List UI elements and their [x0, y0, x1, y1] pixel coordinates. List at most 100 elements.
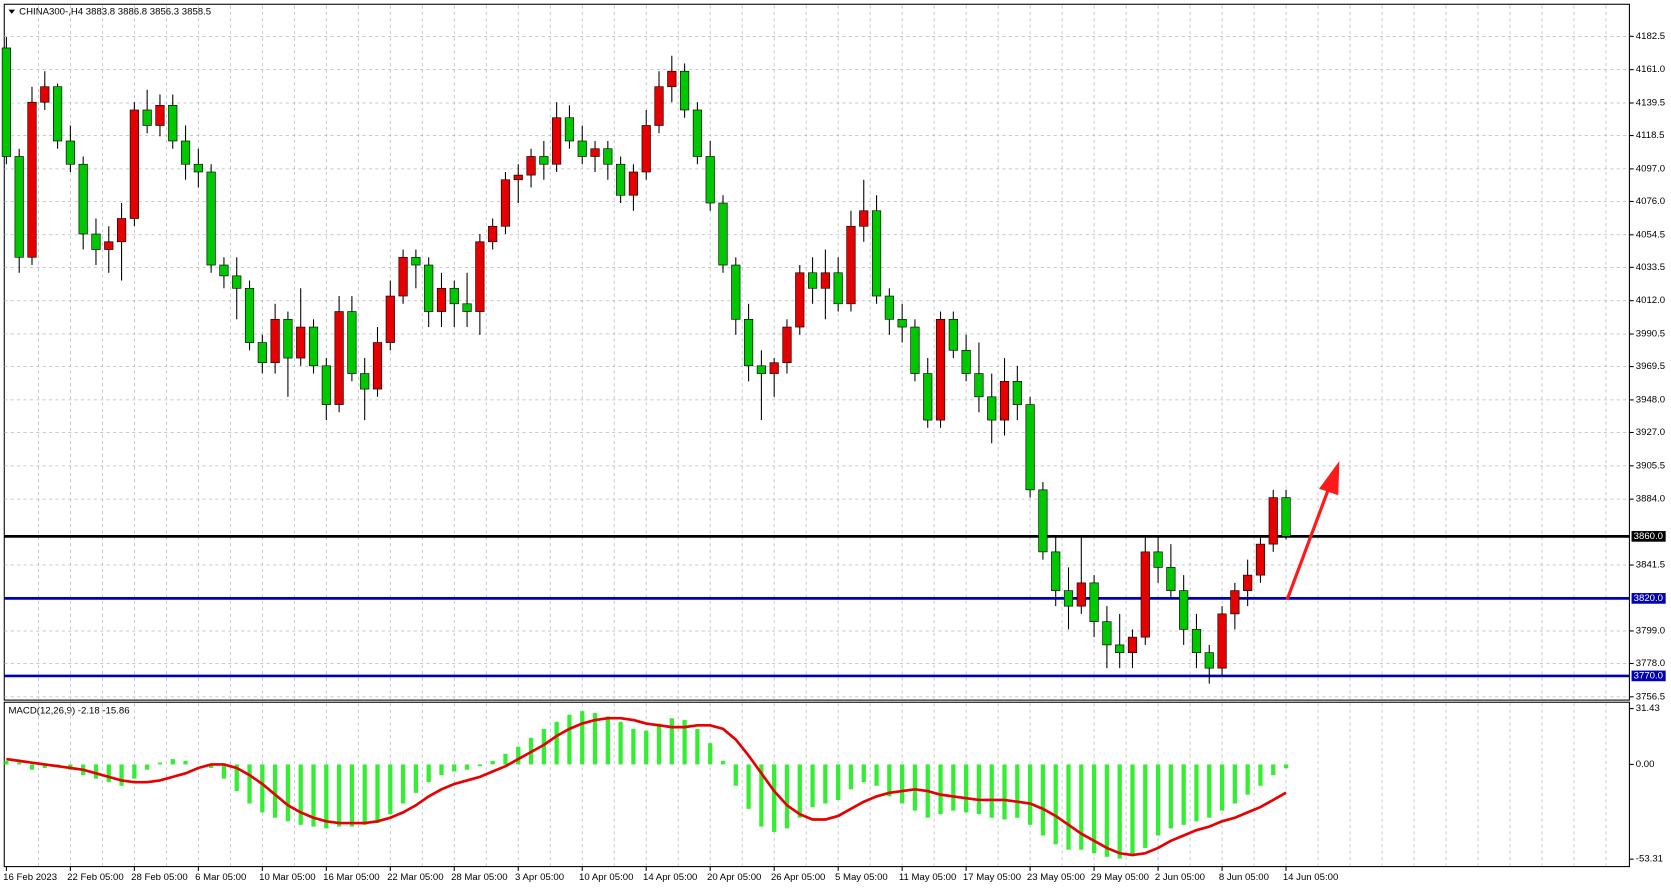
candle-body [756, 365, 766, 374]
candle-body [372, 342, 383, 390]
candle-body [1102, 621, 1112, 646]
candle-body [654, 86, 664, 126]
macd-bar [682, 720, 687, 765]
candle-body [1038, 489, 1048, 553]
candle-body [692, 109, 702, 157]
candle-body [1243, 574, 1253, 591]
x-tick-label: 11 May 05:00 [899, 872, 956, 883]
y-tick-label: 3778.0 [1636, 658, 1665, 669]
candle-body [526, 156, 536, 176]
candle-body [718, 202, 728, 266]
y-tick-label: 4118.5 [1636, 130, 1665, 141]
macd-bar [209, 764, 214, 768]
candle-body [1089, 582, 1099, 622]
y-tick-label: 4097.0 [1636, 163, 1665, 174]
macd-bar [336, 764, 342, 827]
macd-bar [1219, 764, 1225, 811]
macd-bar [669, 718, 674, 765]
macd-bar [247, 764, 252, 804]
candle-body [1, 47, 11, 157]
candle-body [628, 171, 639, 196]
macd-bar [1283, 764, 1289, 769]
macd-bar [746, 764, 751, 809]
candle-body [1012, 380, 1022, 405]
candle-body [961, 349, 971, 374]
candle-body [974, 373, 984, 398]
macd-panel-frame [3, 701, 1630, 868]
x-tick-label: 29 May 05:00 [1091, 872, 1149, 883]
macd-bar [708, 743, 713, 765]
x-tick-label: 16 Feb 2023 [3, 872, 57, 883]
candle-body [219, 264, 229, 277]
x-tick-label: 23 May 05:00 [1027, 872, 1085, 883]
candle-body [1281, 497, 1291, 537]
x-tick-label: 22 Feb 05:00 [67, 872, 124, 883]
candle-body [987, 396, 997, 421]
macd-bar [285, 764, 291, 822]
candle-body [769, 362, 779, 374]
candle-body [193, 163, 203, 173]
macd-bar [1040, 764, 1046, 836]
candle-body [1076, 582, 1086, 607]
candle-body [78, 163, 88, 235]
macd-bar [452, 764, 457, 772]
x-tick-label: 3 Apr 05:00 [515, 872, 564, 883]
macd-bar [375, 764, 380, 824]
macd-bar [1027, 764, 1033, 825]
candle-body [40, 86, 50, 103]
macd-bar [1194, 764, 1199, 822]
macd-bar [464, 764, 470, 770]
candle-body [744, 318, 754, 367]
macd-bar [388, 764, 393, 815]
macd-bar [1258, 764, 1263, 786]
x-tick-label: 26 Apr 05:00 [771, 872, 825, 883]
y-tick-label: 31.43 [1636, 703, 1660, 714]
macd-bar [4, 760, 9, 765]
y-tick-label: 3969.5 [1636, 361, 1665, 372]
level-label: 3860.0 [1634, 531, 1663, 542]
macd-bar [1066, 764, 1071, 850]
candle-body [360, 373, 370, 390]
macd-bar [298, 764, 303, 825]
price-panel-frame [3, 3, 1630, 701]
x-tick-label: 20 Apr 05:00 [707, 872, 761, 883]
macd-bar [567, 714, 572, 765]
candle-body [1140, 551, 1150, 638]
candle-body [270, 318, 280, 364]
candle-body [935, 318, 946, 421]
macd-bar [861, 764, 866, 783]
candle-body [91, 233, 101, 250]
candle-body [334, 311, 344, 405]
y-tick-label: 4012.0 [1636, 295, 1665, 306]
macd-bar [119, 764, 124, 786]
macd-bar [797, 764, 802, 818]
macd-bar [1117, 764, 1122, 859]
y-tick-label: 4033.5 [1636, 262, 1665, 273]
x-tick-label: 14 Jun 05:00 [1283, 872, 1338, 883]
macd-bar [772, 764, 777, 832]
candle-body [206, 171, 216, 266]
menu-triangle[interactable] [8, 9, 15, 14]
macd-bar [784, 764, 790, 829]
candle-body [65, 140, 75, 165]
level-label-box [1631, 593, 1666, 604]
macd-bar [810, 764, 815, 808]
macd-bar [848, 764, 854, 790]
macd-bar [272, 764, 278, 818]
y-tick-label: 3990.5 [1636, 329, 1665, 340]
price-title: CHINA300-,H4 3883.8 3886.8 3856.3 3858.5 [19, 6, 211, 17]
macd-bar [490, 760, 495, 765]
macd-bar [503, 753, 508, 765]
candle-body [603, 148, 613, 165]
macd-bar [644, 730, 649, 765]
candle-body [782, 326, 792, 364]
candle-body [347, 311, 357, 374]
macd-bar [311, 764, 316, 827]
macd-bar [29, 764, 35, 770]
candle-body [424, 264, 434, 312]
candle-body [1179, 590, 1189, 630]
candle-body [999, 380, 1010, 421]
macd-bar [477, 764, 482, 767]
